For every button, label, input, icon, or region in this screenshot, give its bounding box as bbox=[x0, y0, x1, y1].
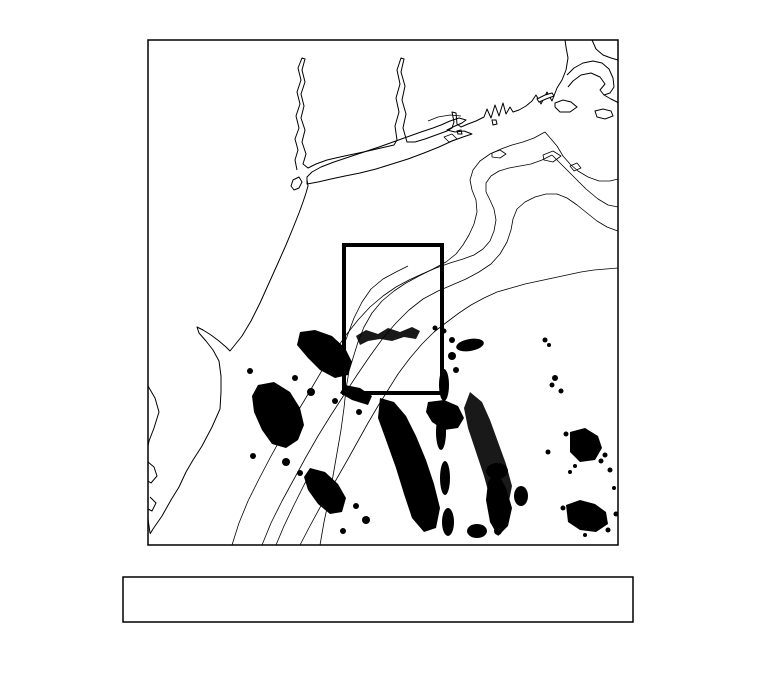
contour-150m bbox=[261, 193, 619, 546]
sst-speck bbox=[599, 519, 605, 525]
sst-speck bbox=[274, 416, 280, 422]
temperature-colorbar bbox=[122, 576, 634, 623]
sst-speck-group bbox=[542, 337, 619, 537]
sst-speck bbox=[581, 436, 589, 444]
coast-nantucket-sound bbox=[603, 94, 619, 104]
contour-50m-pocket bbox=[491, 149, 507, 159]
sst-shelf-patch bbox=[352, 327, 450, 398]
sst-cyan-fringe bbox=[440, 461, 450, 495]
bathymetry-contours bbox=[231, 114, 619, 546]
island-block bbox=[491, 119, 498, 126]
map-frame bbox=[147, 39, 619, 546]
sst-cold-fringe bbox=[356, 327, 420, 345]
study-area-box bbox=[342, 243, 444, 395]
contour-50m-pocket bbox=[542, 150, 562, 163]
sst-cold-patch bbox=[312, 345, 340, 370]
coast-chesapeake-shore bbox=[147, 496, 157, 512]
coast-long-island bbox=[306, 117, 473, 185]
contour-200m bbox=[275, 469, 313, 546]
sst-cyan-fringe bbox=[442, 508, 454, 536]
island-marthas-vineyard bbox=[554, 99, 578, 113]
contour-80m bbox=[551, 154, 619, 208]
island-elizabeth bbox=[536, 92, 555, 103]
sst-field bbox=[247, 325, 619, 545]
contour-50m bbox=[544, 131, 619, 182]
sst-cyan-fringe bbox=[436, 414, 446, 450]
coast-staten-island bbox=[290, 176, 303, 191]
sst-cloud-hole bbox=[486, 463, 508, 479]
island-nantucket bbox=[594, 108, 614, 120]
contour-2000m bbox=[299, 267, 619, 546]
sst-dark-core bbox=[494, 527, 502, 535]
sst-cyan-fringe bbox=[456, 338, 484, 352]
contour-50m-pocket bbox=[569, 162, 582, 172]
coast-cape-cod-bay bbox=[591, 39, 619, 61]
coast-cape-cod bbox=[566, 60, 615, 96]
coast-hudson-newengland bbox=[294, 39, 569, 171]
sst-warm-patch bbox=[566, 500, 608, 532]
coast-chesapeake-shore bbox=[147, 461, 158, 484]
contour-50m bbox=[427, 114, 462, 122]
contour-80m bbox=[231, 154, 553, 546]
sst-warm-plume bbox=[444, 340, 558, 545]
sst-warm-patch bbox=[570, 428, 602, 462]
colorbar-gradient bbox=[122, 576, 634, 623]
coast-nj-delmarva bbox=[149, 192, 307, 535]
sst-cloud-hole bbox=[467, 524, 487, 538]
contour-50m-pocket bbox=[443, 133, 458, 143]
coast-chesapeake-shore bbox=[147, 385, 160, 447]
sst-cloud-hole bbox=[514, 486, 528, 506]
sst-cold-streak bbox=[404, 470, 422, 516]
sst-speck-group bbox=[247, 368, 370, 534]
sst-dark-core bbox=[495, 517, 507, 529]
